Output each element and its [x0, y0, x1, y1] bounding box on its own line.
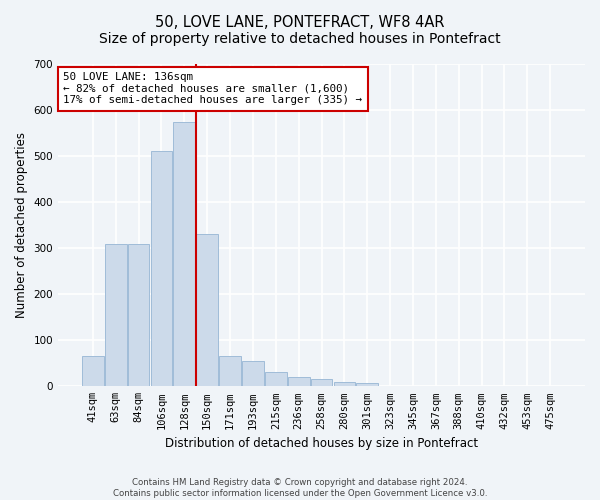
Bar: [288, 377, 310, 386]
Bar: [242, 361, 264, 386]
Bar: [356, 382, 378, 386]
Bar: [265, 372, 287, 386]
Bar: [334, 382, 355, 386]
Bar: [105, 244, 127, 386]
Bar: [173, 122, 195, 386]
Bar: [219, 356, 241, 386]
Text: Contains HM Land Registry data © Crown copyright and database right 2024.
Contai: Contains HM Land Registry data © Crown c…: [113, 478, 487, 498]
Bar: [128, 244, 149, 386]
Text: Size of property relative to detached houses in Pontefract: Size of property relative to detached ho…: [99, 32, 501, 46]
Text: 50, LOVE LANE, PONTEFRACT, WF8 4AR: 50, LOVE LANE, PONTEFRACT, WF8 4AR: [155, 15, 445, 30]
Bar: [311, 380, 332, 386]
Text: 50 LOVE LANE: 136sqm
← 82% of detached houses are smaller (1,600)
17% of semi-de: 50 LOVE LANE: 136sqm ← 82% of detached h…: [64, 72, 362, 106]
Bar: [82, 356, 104, 386]
Bar: [151, 152, 172, 386]
X-axis label: Distribution of detached houses by size in Pontefract: Distribution of detached houses by size …: [165, 437, 478, 450]
Y-axis label: Number of detached properties: Number of detached properties: [15, 132, 28, 318]
Bar: [196, 234, 218, 386]
